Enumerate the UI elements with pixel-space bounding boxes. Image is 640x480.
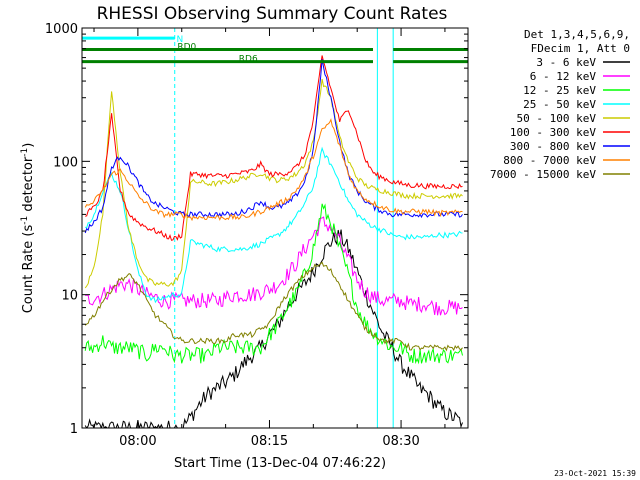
- series-line-1: [85, 216, 463, 316]
- legend-label-3: 25 - 50 keV: [523, 98, 596, 111]
- y-axis: 1 10 100 1000: [45, 22, 468, 437]
- legend-label-5: 100 - 300 keV: [510, 126, 596, 139]
- flag-label-0: N: [176, 35, 183, 45]
- legend: Det 1,3,4,5,6,9,FDecim 1, Att 03 - 6 keV…: [490, 28, 630, 181]
- legend-label-2: 12 - 25 keV: [523, 84, 596, 97]
- y-label-part2: detector: [21, 156, 36, 216]
- plot-frame: [81, 27, 469, 429]
- series-line-0: [84, 229, 463, 428]
- y-label-part3: ): [21, 143, 36, 148]
- series-line-7: [84, 118, 463, 222]
- legend-header-1: FDecim 1, Att 0: [531, 42, 630, 55]
- x-axis: 08:00 08:15 08:30: [93, 28, 446, 449]
- legend-label-6: 300 - 800 keV: [510, 140, 596, 153]
- series-line-5: [85, 55, 463, 241]
- y-tick-label-2: 100: [53, 155, 78, 170]
- y-label-part1: Count Rate (s: [21, 225, 36, 314]
- legend-label-8: 7000 - 15000 keV: [490, 168, 596, 181]
- y-tick-label-3: 1000: [45, 22, 78, 37]
- legend-label-7: 800 - 7000 keV: [503, 154, 596, 167]
- footer-date: 23-Oct-2021 15:39: [554, 469, 636, 478]
- series-line-2: [84, 203, 463, 365]
- y-label-sup1: -1: [20, 216, 30, 225]
- flag-label-1: RD0: [177, 42, 196, 52]
- legend-label-1: 6 - 12 keV: [530, 70, 597, 83]
- series-line-4: [84, 78, 463, 289]
- y-axis-label: Count Rate (s-1 detector-1): [20, 143, 36, 314]
- legend-header-0: Det 1,3,4,5,6,9,: [524, 28, 630, 41]
- x-tick-label-2: 08:30: [382, 434, 419, 449]
- legend-label-0: 3 - 6 keV: [536, 56, 596, 69]
- chart-title: RHESSI Observing Summary Count Rates: [97, 4, 448, 24]
- series-line-6: [84, 59, 463, 234]
- y-tick-label-0: 1: [70, 422, 78, 437]
- series-line-3: [85, 146, 463, 304]
- flag-label-2: RD6: [239, 55, 258, 65]
- legend-label-4: 50 - 100 keV: [517, 112, 597, 125]
- series-line-8: [84, 261, 463, 352]
- y-tick-label-1: 10: [61, 289, 78, 304]
- y-label-sup2: -1: [20, 148, 30, 157]
- x-tick-label-1: 08:15: [251, 434, 288, 449]
- x-tick-label-0: 08:00: [119, 434, 156, 449]
- x-axis-label: Start Time (13-Dec-04 07:46:22): [174, 456, 386, 471]
